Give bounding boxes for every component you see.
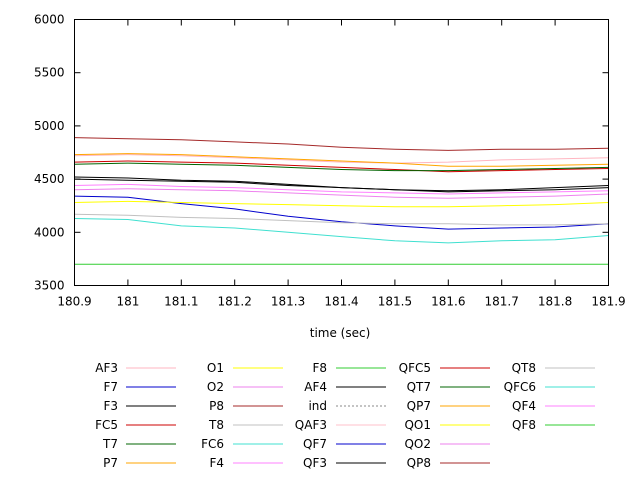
legend-entry-qt8: QT8 <box>512 361 595 375</box>
legend-entry-qfc5: QFC5 <box>399 361 490 375</box>
legend-label: AF3 <box>95 361 118 375</box>
legend-label: P8 <box>209 399 224 413</box>
legend-label: O2 <box>207 380 224 394</box>
series-line-fc6 <box>74 218 609 244</box>
legend-entry-qf7: QF7 <box>303 437 386 451</box>
legend-label: ind <box>308 399 327 413</box>
y-tick-label: 5000 <box>34 119 65 133</box>
x-tick-label: 181.1 <box>164 295 198 309</box>
x-tick-label: 181.3 <box>271 295 305 309</box>
legend-label: QP8 <box>407 456 431 470</box>
legend-entry-qf8: QF8 <box>512 418 595 432</box>
legend-label: QF7 <box>303 437 327 451</box>
x-tick-label: 180.9 <box>57 295 91 309</box>
legend-label: QAF3 <box>295 418 327 432</box>
legend-entry-f7: F7 <box>103 380 176 394</box>
legend-label: F7 <box>103 380 118 394</box>
legend-entry-t8: T8 <box>208 418 283 432</box>
legend-label: QT8 <box>512 361 536 375</box>
x-tick-label: 181.9 <box>591 295 625 309</box>
legend-label: AF4 <box>304 380 327 394</box>
legend-entry-qt7: QT7 <box>407 380 490 394</box>
legend-entry-fc5: FC5 <box>95 418 176 432</box>
series-line-af3 <box>74 154 609 164</box>
x-tick-label: 181.7 <box>485 295 519 309</box>
legend-label: QT7 <box>407 380 431 394</box>
series-line-o1 <box>74 200 609 208</box>
legend-entry-qp8: QP8 <box>407 456 490 470</box>
legend-entry-qaf3: QAF3 <box>295 418 386 432</box>
x-tick-label: 181 <box>116 295 139 309</box>
legend: AF3 F7 F3 FC5 T7 P7 O1 O2 P8 T8 FC6 F4 F8 AF4 ind QAF3 Q… <box>95 361 595 470</box>
legend-entry-qp7: QP7 <box>407 399 490 413</box>
legend-label: QO2 <box>404 437 431 451</box>
series-line-p7 <box>74 153 609 167</box>
legend-label: QF8 <box>512 418 536 432</box>
axis-layer: 180.9 181 181.1 181.2 181.3 181.4 181.5 181.6 18… <box>34 13 626 309</box>
legend-entry-p8: P8 <box>209 399 283 413</box>
legend-label: F8 <box>312 361 327 375</box>
legend-label: FC5 <box>95 418 118 432</box>
legend-label: F3 <box>103 399 118 413</box>
legend-entry-af3: AF3 <box>95 361 176 375</box>
series-line-t7 <box>74 162 609 172</box>
legend-entry-qfc6: QFC6 <box>504 380 595 394</box>
x-axis-label: time (sec) <box>310 326 371 340</box>
x-tick-label: 181.2 <box>218 295 252 309</box>
legend-entry-f4: F4 <box>209 456 283 470</box>
legend-label: QFC6 <box>504 380 536 394</box>
legend-entry-f8: F8 <box>312 361 386 375</box>
y-tick-label: 3500 <box>34 279 65 293</box>
y-tick-label: 6000 <box>34 13 65 27</box>
legend-entry-af4: AF4 <box>304 380 386 394</box>
legend-label: QFC5 <box>399 361 431 375</box>
x-tick-label: 181.4 <box>324 295 358 309</box>
legend-label: P7 <box>103 456 118 470</box>
legend-entry-fc6: FC6 <box>201 437 283 451</box>
legend-label: T8 <box>208 418 224 432</box>
x-tick-label: 181.6 <box>431 295 465 309</box>
legend-entry-o1: O1 <box>207 361 283 375</box>
legend-entry-qf3: QF3 <box>303 456 386 470</box>
series-line-o2 <box>74 188 609 199</box>
y-tick-label: 4500 <box>34 172 65 186</box>
legend-entry-t7: T7 <box>102 437 176 451</box>
legend-label: QF3 <box>303 456 327 470</box>
legend-entry-ind: ind <box>308 399 386 413</box>
x-tick-label: 181.5 <box>378 295 412 309</box>
legend-label: T7 <box>102 437 118 451</box>
legend-entry-f3: F3 <box>103 399 176 413</box>
legend-label: QP7 <box>407 399 431 413</box>
series-line-t8 <box>74 213 609 226</box>
legend-label: QF4 <box>512 399 536 413</box>
legend-label: F4 <box>209 456 224 470</box>
y-tick-label: 4000 <box>34 225 65 239</box>
legend-entry-o2: O2 <box>207 380 283 394</box>
legend-label: QO1 <box>404 418 431 432</box>
series-line-af4 <box>74 176 609 193</box>
legend-entry-p7: P7 <box>103 456 176 470</box>
series-line-f4 <box>74 183 609 195</box>
series-line-p8 <box>74 137 609 151</box>
series-line-f7 <box>74 195 609 230</box>
legend-entry-qo2: QO2 <box>404 437 490 451</box>
legend-entry-qf4: QF4 <box>512 399 595 413</box>
legend-label: FC6 <box>201 437 224 451</box>
series-line-fc5 <box>74 160 609 173</box>
legend-label: O1 <box>207 361 224 375</box>
x-tick-label: 181.8 <box>538 295 572 309</box>
y-tick-label: 5500 <box>34 66 65 80</box>
legend-entry-qo1: QO1 <box>404 418 490 432</box>
